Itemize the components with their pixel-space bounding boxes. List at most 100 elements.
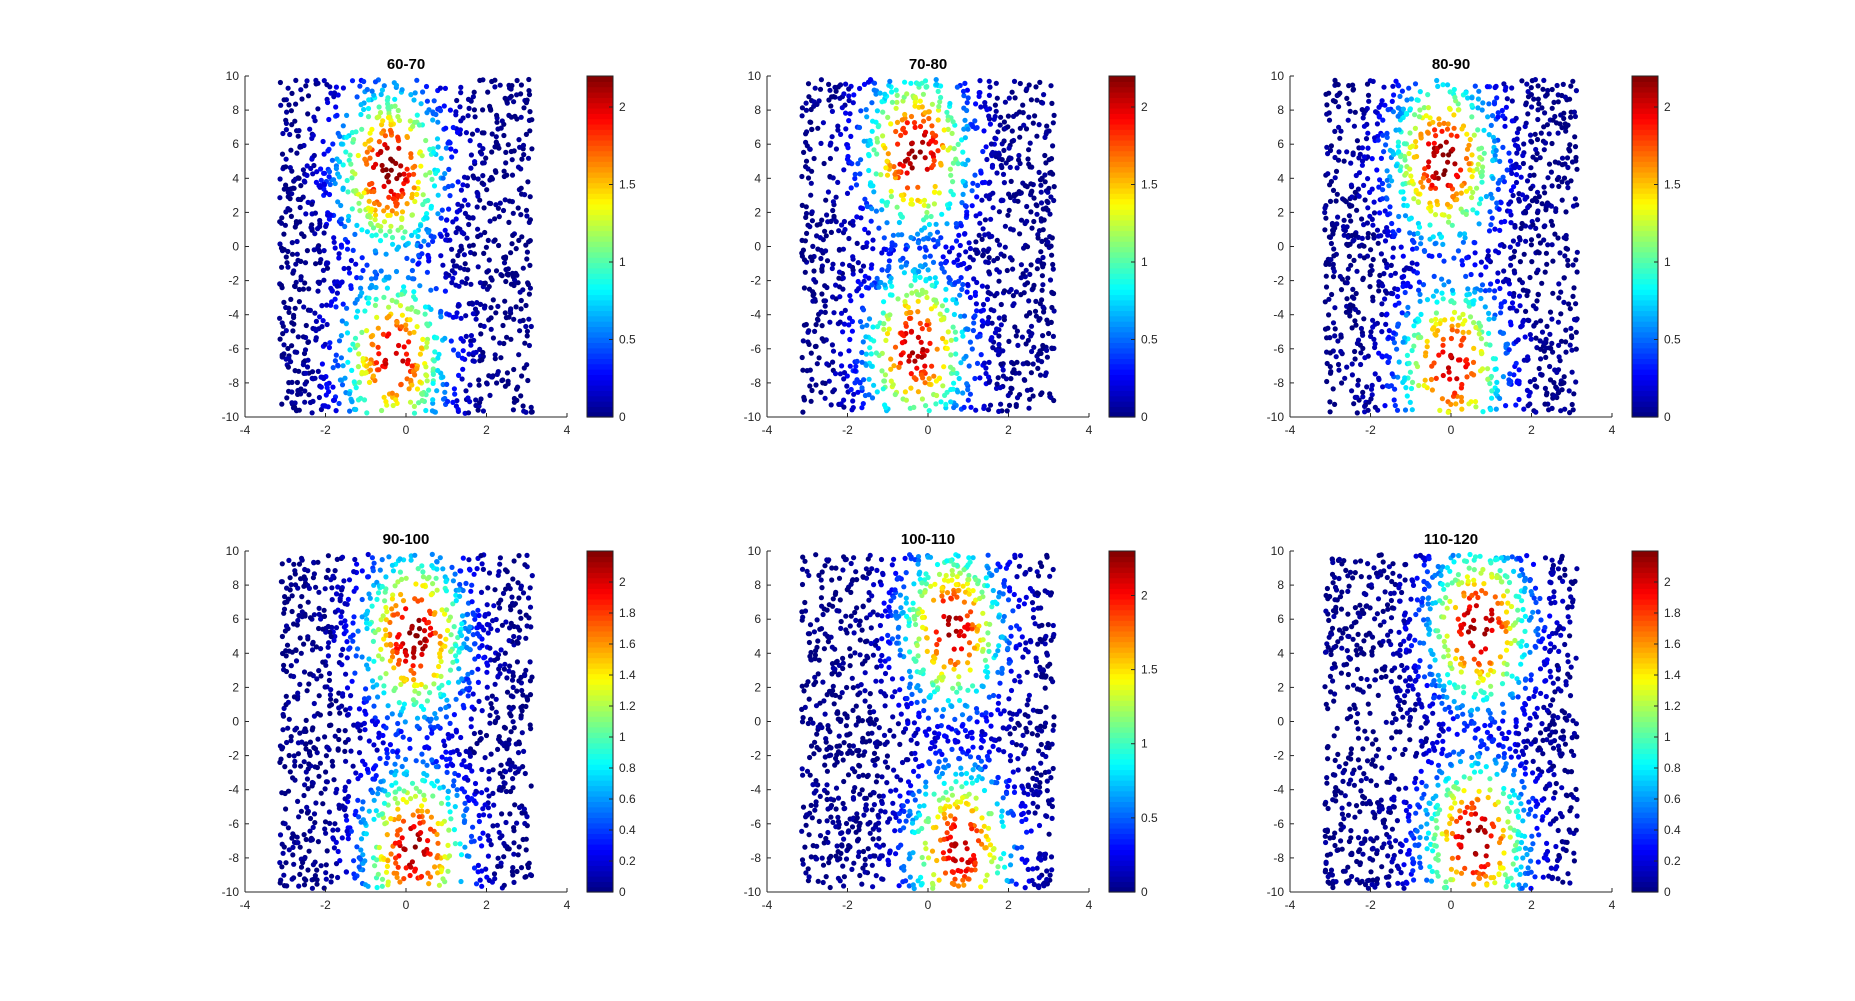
data-point xyxy=(282,222,288,228)
data-point xyxy=(939,211,945,217)
data-point xyxy=(389,390,395,396)
data-point xyxy=(836,228,842,234)
data-point xyxy=(473,316,479,322)
data-point xyxy=(894,92,900,98)
data-point xyxy=(364,161,370,167)
data-point xyxy=(1375,240,1381,246)
data-point xyxy=(819,217,825,223)
data-point xyxy=(1571,109,1577,115)
data-point xyxy=(349,78,356,84)
data-point xyxy=(281,97,287,103)
colorbar-segment xyxy=(587,134,613,141)
colorbar-segment xyxy=(1632,182,1658,189)
colorbar-segment xyxy=(1109,294,1135,301)
data-point xyxy=(386,304,392,310)
data-point xyxy=(1507,244,1513,250)
data-point xyxy=(1387,147,1393,153)
data-point xyxy=(951,311,958,318)
data-point xyxy=(1567,410,1573,416)
data-point xyxy=(958,223,964,229)
data-point xyxy=(1030,361,1036,367)
data-point xyxy=(903,323,909,329)
data-point xyxy=(471,89,477,95)
data-point xyxy=(518,91,524,97)
data-point xyxy=(1524,178,1531,184)
data-point xyxy=(438,233,444,239)
data-point xyxy=(960,149,966,155)
data-point xyxy=(501,255,507,261)
data-point xyxy=(1470,359,1477,365)
data-point xyxy=(1559,162,1565,168)
data-point xyxy=(1330,386,1336,392)
data-point xyxy=(327,340,333,346)
data-point xyxy=(1437,143,1444,149)
colorbar-segment xyxy=(587,241,613,248)
data-point xyxy=(1525,111,1531,117)
data-point xyxy=(294,251,300,257)
data-point xyxy=(974,334,981,340)
data-point xyxy=(513,304,519,310)
data-point xyxy=(461,266,467,272)
data-point xyxy=(417,379,423,385)
scatter-points xyxy=(1322,77,1580,416)
data-point xyxy=(1361,255,1367,261)
colorbar-tick-label: 1 xyxy=(1664,255,1671,269)
data-point xyxy=(278,282,284,288)
data-point xyxy=(885,151,891,157)
colorbar-segment xyxy=(1632,321,1658,328)
data-point xyxy=(471,350,477,356)
data-point xyxy=(1365,92,1372,98)
data-point xyxy=(352,171,358,177)
data-point xyxy=(1042,372,1048,378)
data-point xyxy=(1047,391,1053,397)
data-point xyxy=(996,269,1003,275)
data-point xyxy=(874,135,880,142)
data-point xyxy=(928,213,934,220)
data-point xyxy=(874,389,880,395)
data-point xyxy=(982,217,989,223)
data-point xyxy=(442,85,448,91)
data-point xyxy=(811,268,817,274)
data-point xyxy=(316,247,322,254)
data-point xyxy=(346,213,352,219)
data-point xyxy=(443,274,449,280)
data-point xyxy=(321,78,327,84)
data-point xyxy=(950,179,956,185)
data-point xyxy=(349,367,355,373)
data-point xyxy=(368,334,374,340)
data-point xyxy=(1514,130,1520,136)
data-point xyxy=(1429,387,1435,393)
data-point xyxy=(1328,240,1334,247)
colorbar-segment xyxy=(1109,406,1135,413)
data-point xyxy=(283,164,289,170)
data-point xyxy=(908,371,914,377)
data-point xyxy=(1327,370,1334,376)
data-point xyxy=(1466,161,1472,167)
data-point xyxy=(1436,116,1442,122)
data-point xyxy=(328,302,334,308)
data-point xyxy=(289,90,295,96)
data-point xyxy=(410,123,416,129)
data-point xyxy=(293,77,299,83)
data-point xyxy=(889,240,895,246)
colorbar-segment xyxy=(1109,315,1135,322)
data-point xyxy=(1522,334,1528,340)
data-point xyxy=(1463,358,1469,364)
data-point xyxy=(442,335,448,341)
data-point xyxy=(372,79,379,85)
data-point xyxy=(392,96,398,102)
data-point xyxy=(458,118,464,124)
data-point xyxy=(1354,138,1360,144)
data-point xyxy=(839,363,845,369)
data-point xyxy=(367,285,373,291)
data-point xyxy=(858,108,864,114)
data-point xyxy=(1431,360,1437,366)
data-point xyxy=(283,623,290,629)
data-point xyxy=(850,100,856,106)
data-point xyxy=(1377,210,1383,216)
data-point xyxy=(354,297,360,303)
data-point xyxy=(1558,289,1564,295)
data-point xyxy=(1046,128,1052,134)
data-point xyxy=(405,275,411,281)
data-point xyxy=(986,92,993,98)
